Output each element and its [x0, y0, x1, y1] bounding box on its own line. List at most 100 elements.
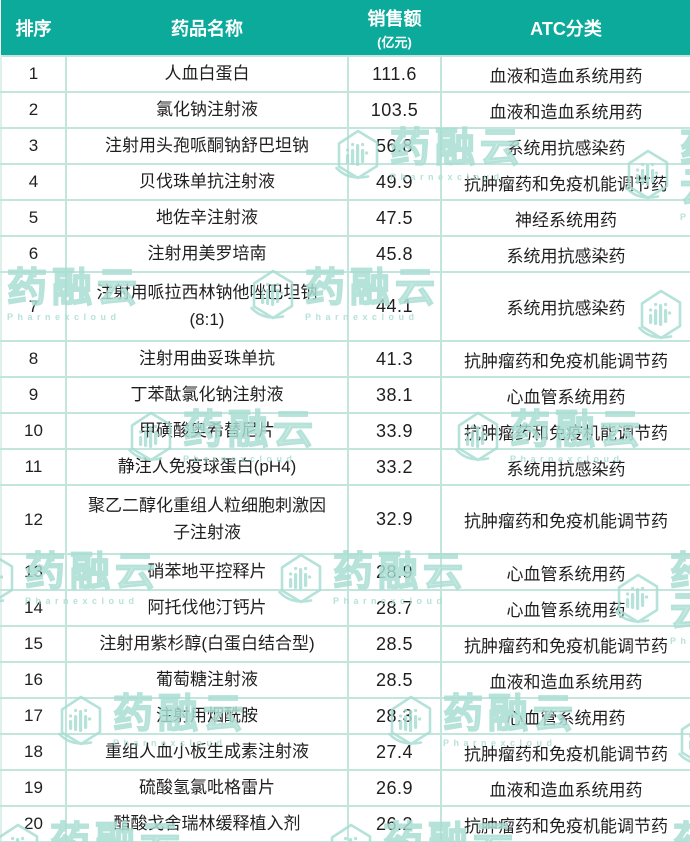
sales-header-label: 销售额	[367, 8, 422, 29]
table-row: 8 注射用曲妥珠单抗 41.3 抗肿瘤药和免疫机能调节药	[0, 340, 690, 378]
atc-cell: 系统用抗感染药	[440, 127, 690, 165]
sales-cell: 26.9	[347, 769, 442, 807]
rank-cell: 9	[0, 376, 67, 414]
table-row: 20 醋酸戈舍瑞林缓释植入剂 26.2 抗肿瘤药和免疫机能调节药	[0, 805, 690, 842]
atc-cell: 抗肿瘤药和免疫机能调节药	[440, 340, 690, 378]
atc-cell: 抗肿瘤药和免疫机能调节药	[440, 733, 690, 771]
sales-cell: 45.8	[347, 235, 442, 273]
drug-name-cell: 贝伐珠单抗注射液	[65, 163, 349, 201]
table-header: 排序 药品名称 销售额 (亿元) ATC分类	[1, 0, 690, 56]
sales-cell: 56.8	[347, 127, 442, 165]
rank-cell: 16	[0, 661, 67, 699]
atc-cell: 心血管系统用药	[440, 697, 690, 735]
rank-cell: 6	[0, 235, 67, 273]
table-row: 13 硝苯地平控释片 28.9 心血管系统用药	[0, 553, 690, 591]
drug-name-cell: 葡萄糖注射液	[65, 661, 349, 699]
table-row: 19 硫酸氢氯吡格雷片 26.9 血液和造血系统用药	[0, 769, 690, 807]
drug-name-cell: 聚乙二醇化重组人粒细胞刺激因 子注射液	[65, 484, 349, 555]
column-header-sales: 销售额 (亿元)	[348, 0, 441, 56]
drug-name-cell: 注射用烟酰胺	[65, 697, 349, 735]
sales-cell: 33.2	[347, 448, 442, 486]
atc-cell: 抗肿瘤药和免疫机能调节药	[440, 412, 690, 450]
sales-cell: 33.9	[347, 412, 442, 450]
atc-cell: 系统用抗感染药	[440, 448, 690, 486]
rank-cell: 18	[0, 733, 67, 771]
table-row: 14 阿托伐他汀钙片 28.7 心血管系统用药	[0, 589, 690, 627]
atc-cell: 血液和造血系统用药	[440, 91, 690, 129]
table-row: 15 注射用紫杉醇(白蛋白结合型) 28.5 抗肿瘤药和免疫机能调节药	[0, 625, 690, 663]
rank-cell: 3	[0, 127, 67, 165]
drug-name-cell: 注射用曲妥珠单抗	[65, 340, 349, 378]
rank-cell: 2	[0, 91, 67, 129]
table-row: 3 注射用头孢哌酮钠舒巴坦钠 56.8 系统用抗感染药	[0, 127, 690, 165]
sales-cell: 28.7	[347, 589, 442, 627]
table-row: 6 注射用美罗培南 45.8 系统用抗感染药	[0, 235, 690, 273]
drug-name-cell: 注射用美罗培南	[65, 235, 349, 273]
atc-cell: 血液和造血系统用药	[440, 55, 690, 93]
table-row: 16 葡萄糖注射液 28.5 血液和造血系统用药	[0, 661, 690, 699]
atc-cell: 抗肿瘤药和免疫机能调节药	[440, 805, 690, 842]
header-row: 排序 药品名称 销售额 (亿元) ATC分类	[1, 0, 690, 56]
atc-cell: 系统用抗感染药	[440, 235, 690, 273]
table-row: 5 地佐辛注射液 47.5 神经系统用药	[0, 199, 690, 237]
atc-cell: 抗肿瘤药和免疫机能调节药	[440, 484, 690, 555]
rank-cell: 4	[0, 163, 67, 201]
atc-cell: 抗肿瘤药和免疫机能调节药	[440, 625, 690, 663]
sales-cell: 26.2	[347, 805, 442, 842]
drug-name-cell: 注射用哌拉西林钠他唑巴坦钠 (8:1)	[65, 271, 349, 342]
drug-name-cell: 地佐辛注射液	[65, 199, 349, 237]
table-row: 4 贝伐珠单抗注射液 49.9 抗肿瘤药和免疫机能调节药	[0, 163, 690, 201]
table-row: 7 注射用哌拉西林钠他唑巴坦钠 (8:1) 44.1 系统用抗感染药	[0, 271, 690, 342]
rank-cell: 19	[0, 769, 67, 807]
atc-cell: 心血管系统用药	[440, 553, 690, 591]
table-row: 1 人血白蛋白 111.6 血液和造血系统用药	[0, 55, 690, 93]
drug-name-cell: 醋酸戈舍瑞林缓释植入剂	[65, 805, 349, 842]
sales-cell: 44.1	[347, 271, 442, 342]
atc-cell: 抗肿瘤药和免疫机能调节药	[440, 163, 690, 201]
sales-cell: 28.5	[347, 661, 442, 699]
rank-cell: 15	[0, 625, 67, 663]
drug-name-cell: 静注人免疫球蛋白(pH4)	[65, 448, 349, 486]
atc-cell: 心血管系统用药	[440, 376, 690, 414]
sales-header-unit: (亿元)	[377, 34, 412, 50]
atc-cell: 心血管系统用药	[440, 589, 690, 627]
rank-cell: 1	[0, 55, 67, 93]
drug-name-cell: 氯化钠注射液	[65, 91, 349, 129]
column-header-atc: ATC分类	[441, 0, 690, 56]
rank-cell: 10	[0, 412, 67, 450]
sales-cell: 32.9	[347, 484, 442, 555]
rank-cell: 20	[0, 805, 67, 842]
atc-cell: 神经系统用药	[440, 199, 690, 237]
table-row: 11 静注人免疫球蛋白(pH4) 33.2 系统用抗感染药	[0, 448, 690, 486]
table-row: 12 聚乙二醇化重组人粒细胞刺激因 子注射液 32.9 抗肿瘤药和免疫机能调节药	[0, 484, 690, 555]
atc-cell: 系统用抗感染药	[440, 271, 690, 342]
drug-name-cell: 人血白蛋白	[65, 55, 349, 93]
atc-cell: 血液和造血系统用药	[440, 769, 690, 807]
sales-cell: 103.5	[347, 91, 442, 129]
sales-cell: 28.5	[347, 625, 442, 663]
rank-cell: 12	[0, 484, 67, 555]
table-row: 9 丁苯酞氯化钠注射液 38.1 心血管系统用药	[0, 376, 690, 414]
table-body: 1 人血白蛋白 111.6 血液和造血系统用药 2 氯化钠注射液 103.5 血…	[0, 55, 690, 842]
table-row: 2 氯化钠注射液 103.5 血液和造血系统用药	[0, 91, 690, 129]
sales-cell: 47.5	[347, 199, 442, 237]
rank-cell: 7	[0, 271, 67, 342]
column-header-rank: 排序	[1, 0, 66, 56]
sales-cell: 28.3	[347, 697, 442, 735]
sales-cell: 49.9	[347, 163, 442, 201]
sales-cell: 28.9	[347, 553, 442, 591]
atc-cell: 血液和造血系统用药	[440, 661, 690, 699]
sales-cell: 27.4	[347, 733, 442, 771]
column-header-drug-name: 药品名称	[66, 0, 348, 56]
rank-cell: 8	[0, 340, 67, 378]
rank-cell: 14	[0, 589, 67, 627]
rank-cell: 17	[0, 697, 67, 735]
drug-name-cell: 阿托伐他汀钙片	[65, 589, 349, 627]
table-row: 10 甲磺酸奥希替尼片 33.9 抗肿瘤药和免疫机能调节药	[0, 412, 690, 450]
drug-name-cell: 重组人血小板生成素注射液	[65, 733, 349, 771]
drug-name-cell: 注射用紫杉醇(白蛋白结合型)	[65, 625, 349, 663]
drug-name-cell: 丁苯酞氯化钠注射液	[65, 376, 349, 414]
sales-cell: 41.3	[347, 340, 442, 378]
